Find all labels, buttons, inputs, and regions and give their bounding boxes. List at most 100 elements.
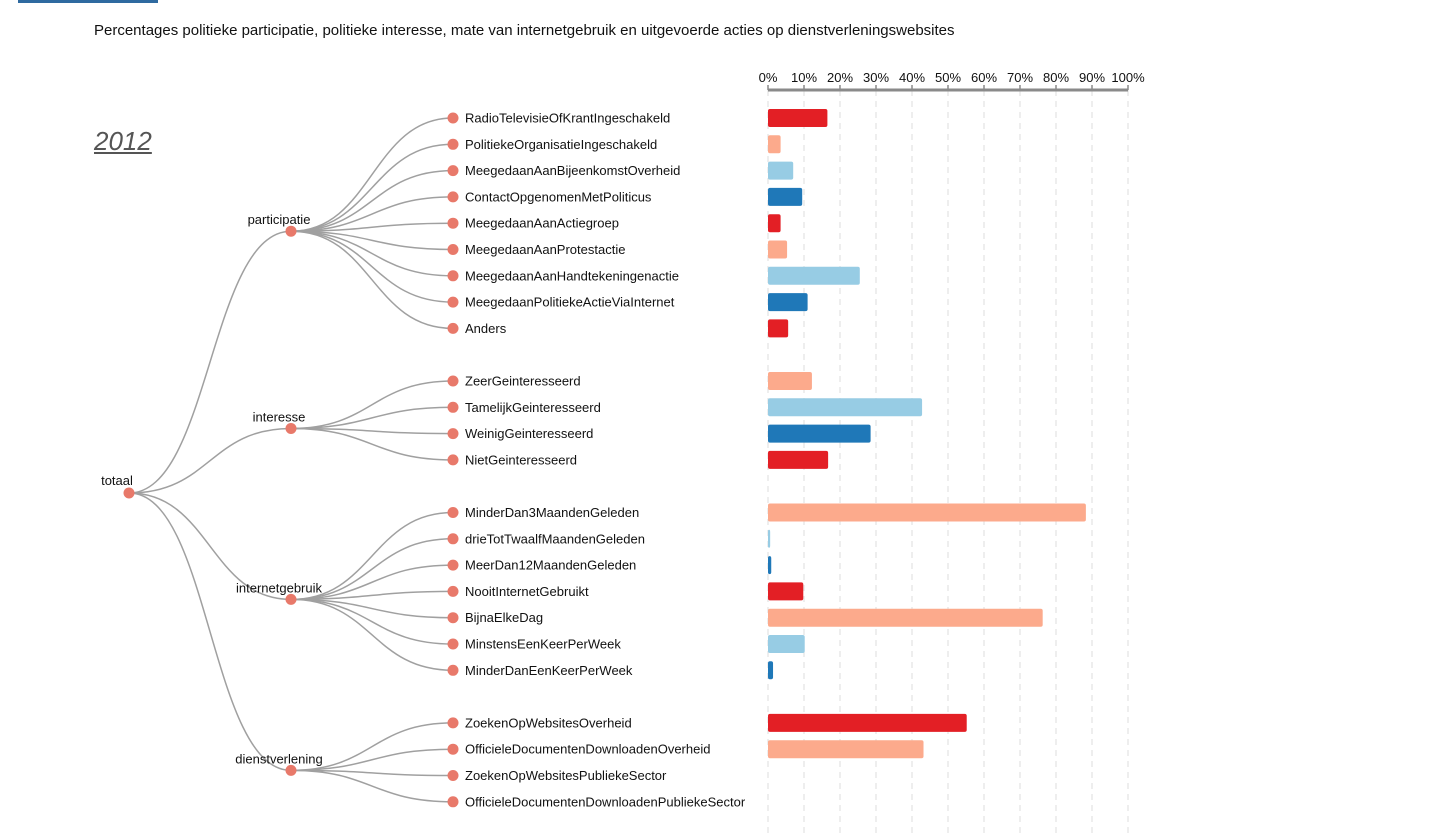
leaf-label: MeegedaanAanBijeenkomstOverheid — [465, 163, 680, 178]
bar[interactable] — [768, 450, 829, 469]
leaf-label: ZoekenOpWebsitesPubliekeSector — [465, 768, 667, 783]
bar[interactable] — [768, 713, 967, 732]
bars — [768, 109, 1086, 759]
bar[interactable] — [768, 398, 923, 417]
bar[interactable] — [768, 424, 871, 443]
leaf-node[interactable] — [447, 454, 459, 466]
leaf-label: MeegedaanPolitiekeActieViaInternet — [465, 295, 675, 310]
leaf-node[interactable] — [447, 585, 459, 597]
bar[interactable] — [768, 635, 805, 653]
leaf-node[interactable] — [447, 664, 459, 676]
leaf-node[interactable] — [447, 270, 459, 282]
leaf-node[interactable] — [447, 743, 459, 755]
leaf-node[interactable] — [447, 507, 459, 518]
tree-link — [290, 769, 454, 803]
leaf-node[interactable] — [447, 638, 459, 650]
tree-link — [290, 427, 454, 461]
leaf-label: OfficieleDocumentenDownloadenOverheid — [465, 742, 710, 757]
leaf-node[interactable] — [447, 612, 459, 624]
leaf-node[interactable] — [447, 428, 459, 440]
x-tick-label: 90% — [1079, 70, 1105, 85]
x-tick-label: 10% — [791, 70, 817, 85]
tree-link — [290, 598, 454, 645]
leaf-node[interactable] — [447, 217, 459, 229]
leaf-node[interactable] — [447, 138, 459, 150]
tree-link — [290, 169, 454, 232]
bar[interactable] — [768, 372, 812, 390]
leaf-label: ZoekenOpWebsitesOverheid — [465, 715, 632, 730]
group-node[interactable] — [285, 593, 297, 605]
tree-link — [290, 143, 454, 232]
x-tick-label: 60% — [971, 70, 997, 85]
tree-link — [290, 117, 454, 232]
bar[interactable] — [768, 266, 860, 285]
leaf-label: drieTotTwaalfMaandenGeleden — [465, 531, 645, 546]
bar[interactable] — [768, 214, 781, 233]
leaf-node[interactable] — [447, 322, 459, 334]
tree-link — [290, 590, 454, 601]
bar[interactable] — [768, 240, 788, 259]
leaf-node[interactable] — [447, 401, 459, 413]
year-heading[interactable]: 2012 — [94, 126, 152, 156]
bar[interactable] — [768, 503, 1086, 522]
bar[interactable] — [768, 556, 772, 575]
leaf-node[interactable] — [447, 112, 459, 124]
leaf-node[interactable] — [447, 375, 459, 387]
x-tick-label: 30% — [863, 70, 889, 85]
bar[interactable] — [768, 187, 803, 206]
bar[interactable] — [768, 161, 794, 180]
x-tick-label: 70% — [1007, 70, 1033, 85]
root-node[interactable] — [123, 487, 135, 499]
tree-link — [290, 511, 454, 601]
leaf-label: BijnaElkeDag — [465, 610, 543, 625]
group-node[interactable] — [285, 422, 297, 434]
bar[interactable] — [768, 582, 804, 601]
leaf-label: MinderDan3MaandenGeleden — [465, 505, 639, 520]
group-node[interactable] — [285, 225, 297, 237]
leaf-node[interactable] — [447, 533, 459, 545]
grid-layer — [767, 90, 1129, 834]
bar[interactable] — [768, 740, 924, 759]
tree-link — [290, 427, 454, 435]
tree-link — [290, 598, 454, 619]
page-title: Percentages politieke participatie, poli… — [94, 22, 955, 39]
leaf-node[interactable] — [447, 559, 459, 571]
bar[interactable] — [768, 109, 828, 127]
leaf-node[interactable] — [447, 191, 459, 203]
group-label: interesse — [253, 409, 306, 424]
bar[interactable] — [768, 661, 774, 680]
leaf-node[interactable] — [447, 770, 459, 781]
leaf-node[interactable] — [447, 244, 459, 255]
tree-nodes: RadioTelevisieOfKrantIngeschakeld Politie… — [101, 111, 746, 810]
tree-link — [290, 564, 454, 601]
group-node[interactable] — [285, 764, 297, 776]
bar[interactable] — [768, 529, 771, 548]
leaf-label: MinderDanEenKeerPerWeek — [465, 663, 633, 678]
tree-link — [290, 196, 454, 232]
leaf-label: Anders — [465, 321, 507, 336]
leaf-label: MeegedaanAanHandtekeningenactie — [465, 268, 679, 283]
tree-link — [290, 230, 454, 303]
x-tick-label: 0% — [759, 70, 778, 85]
x-tick-label: 50% — [935, 70, 961, 85]
x-tick-label: 40% — [899, 70, 925, 85]
leaf-node[interactable] — [447, 717, 459, 729]
leaf-node[interactable] — [447, 165, 459, 177]
leaf-label: TamelijkGeinteresseerd — [465, 400, 601, 415]
tree-link — [290, 748, 454, 772]
tree-link — [290, 222, 454, 232]
leaf-label: MeegedaanAanProtestactie — [465, 242, 625, 257]
bar[interactable] — [768, 135, 781, 154]
leaf-node[interactable] — [447, 296, 459, 308]
leaf-label: ZeerGeinteresseerd — [465, 374, 581, 389]
tree-link — [290, 380, 454, 430]
group-label: participatie — [248, 212, 311, 227]
bar[interactable] — [768, 319, 789, 338]
bar[interactable] — [768, 293, 808, 312]
root-label: totaal — [101, 473, 133, 488]
leaf-node[interactable] — [447, 796, 459, 808]
leaf-label: RadioTelevisieOfKrantIngeschakeld — [465, 111, 670, 126]
tree-link — [128, 492, 292, 601]
bar[interactable] — [768, 608, 1043, 627]
tree-link — [128, 230, 292, 494]
